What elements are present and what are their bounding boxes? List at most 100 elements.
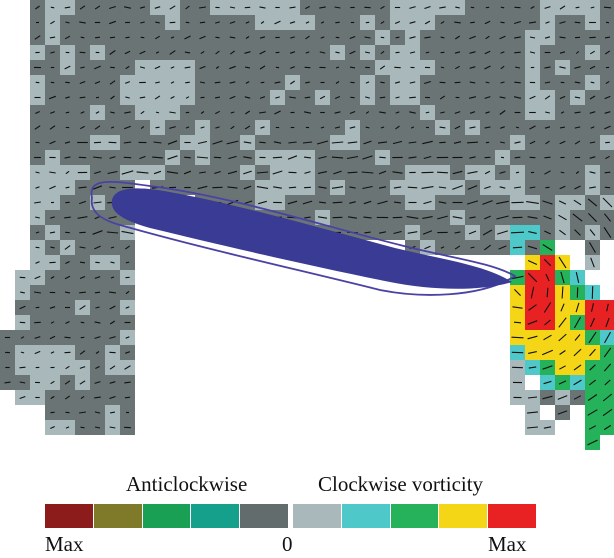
velocity-vector [514,81,521,84]
velocity-vector [574,21,581,24]
velocity-vector [227,186,238,189]
velocity-vector [34,201,41,204]
velocity-vector [305,51,310,54]
velocity-vector [65,96,70,99]
velocity-vector [349,110,356,115]
velocity-vector [155,126,160,129]
velocity-vector [95,111,100,114]
velocity-vector [361,171,374,174]
velocity-vector [589,242,596,253]
velocity-vector [215,110,220,115]
velocity-vector [212,140,223,145]
velocity-vector [334,6,341,9]
velocity-vector [259,111,266,114]
velocity-vector [230,125,235,130]
velocity-vector [245,36,250,39]
velocity-vector [304,171,311,174]
velocity-vector [184,156,191,159]
velocity-vector [530,6,535,9]
velocity-vector [64,216,71,219]
velocity-vector [498,245,507,250]
velocity-vector [575,6,580,9]
velocity-vector [319,95,326,100]
vorticity-field-plot [0,0,614,450]
velocity-vector [574,111,581,114]
velocity-vector [425,111,430,114]
velocity-vector [514,51,521,54]
velocity-vector [50,425,55,430]
velocity-vector [529,51,536,54]
velocity-vector [199,65,206,70]
velocity-vector [20,351,25,354]
velocity-vector [469,156,476,159]
velocity-vector [259,65,266,70]
velocity-vector [349,66,356,69]
velocity-vector [123,6,132,9]
velocity-vector [110,246,115,249]
velocity-vector [573,364,582,371]
velocity-vector [320,21,325,24]
velocity-vector [410,126,415,129]
velocity-vector [500,65,505,70]
velocity-vector [527,411,538,414]
velocity-vector [557,395,568,400]
velocity-vector [125,261,130,264]
velocity-vector [589,364,596,371]
velocity-vector [34,35,41,40]
velocity-vector [64,156,71,159]
velocity-vector [603,424,612,431]
velocity-vector [200,126,205,129]
velocity-vector [469,81,476,84]
velocity-vector [395,36,400,39]
velocity-vector [469,111,476,114]
velocity-vector [290,36,295,39]
velocity-vector [497,230,508,235]
velocity-vector [514,36,521,39]
velocity-vector [94,245,101,250]
velocity-vector [408,156,417,159]
velocity-vector [139,66,146,69]
velocity-vector [256,186,269,189]
velocity-vector [574,334,581,341]
velocity-vector [170,36,175,39]
velocity-vector [125,36,130,39]
velocity-vector [574,185,581,190]
velocity-vector [590,81,595,84]
velocity-vector [377,141,388,144]
velocity-vector [590,50,595,55]
velocity-vector [529,140,536,145]
velocity-vector [485,35,490,40]
velocity-vector [544,126,551,129]
velocity-vector [437,171,448,174]
velocity-vector [95,351,100,354]
velocity-vector [93,201,102,204]
velocity-vector [454,125,461,130]
velocity-vector [559,36,566,39]
velocity-vector [544,319,551,326]
velocity-vector [167,140,178,145]
velocity-vector [196,156,209,159]
velocity-vector [94,276,101,279]
velocity-vector [109,291,116,294]
velocity-vector [49,36,56,39]
velocity-vector [421,186,434,189]
velocity-vector [79,261,86,264]
velocity-vector [378,170,387,175]
velocity-vector [452,170,463,175]
velocity-vector [422,230,433,235]
velocity-vector [258,200,267,205]
velocity-vector [79,291,86,294]
velocity-vector [123,141,132,144]
velocity-vector [605,317,610,328]
velocity-vector [94,336,101,339]
velocity-vector [544,36,551,39]
velocity-vector [49,171,56,174]
velocity-vector [259,141,266,144]
velocity-vector [169,5,176,10]
velocity-vector [380,50,385,55]
velocity-vector [20,336,25,339]
velocity-vector [125,290,130,295]
velocity-vector [558,200,567,205]
velocity-vector [470,21,475,24]
velocity-vector [542,200,553,205]
